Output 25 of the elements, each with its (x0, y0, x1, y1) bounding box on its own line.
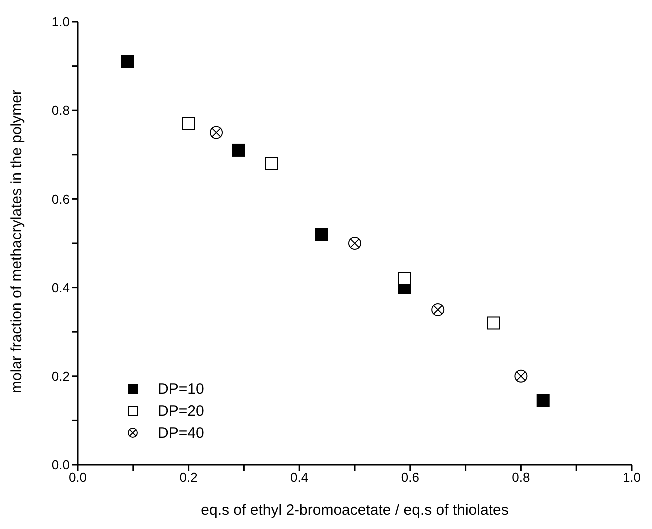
point (536, 394, 550, 408)
y-axis-title: molar fraction of methacrylates in the polymer (8, 90, 26, 394)
point (182, 117, 196, 130)
legend-label: DP=10 (158, 380, 204, 398)
x-axis-title: eq.s of ethyl 2-bromoacetate / eq.s of thiolates (201, 502, 509, 519)
y-tick-label: 0.2 (52, 369, 70, 384)
x-tick-label: 0.8 (512, 470, 530, 486)
point (398, 272, 412, 286)
x-tick-label: 0.2 (180, 470, 198, 486)
point (487, 316, 500, 330)
y-tick-label: 0.0 (52, 458, 70, 473)
y-tick-label: 0.4 (52, 280, 70, 296)
legend-label: DP=20 (158, 402, 204, 420)
x-tick-label: 0.0 (68, 470, 88, 486)
point (315, 228, 328, 242)
x-tick-label: 0.6 (401, 470, 420, 486)
y-tick-label: 0.6 (52, 192, 70, 207)
y-tick-label: 1.0 (52, 14, 70, 30)
point (265, 157, 278, 170)
point (232, 144, 246, 157)
legend-label: DP=40 (158, 424, 204, 442)
y-tick-label: 0.8 (52, 103, 70, 118)
point (121, 55, 134, 68)
x-tick-label: 0.4 (290, 470, 309, 486)
x-tick-label: 1.0 (622, 470, 642, 486)
